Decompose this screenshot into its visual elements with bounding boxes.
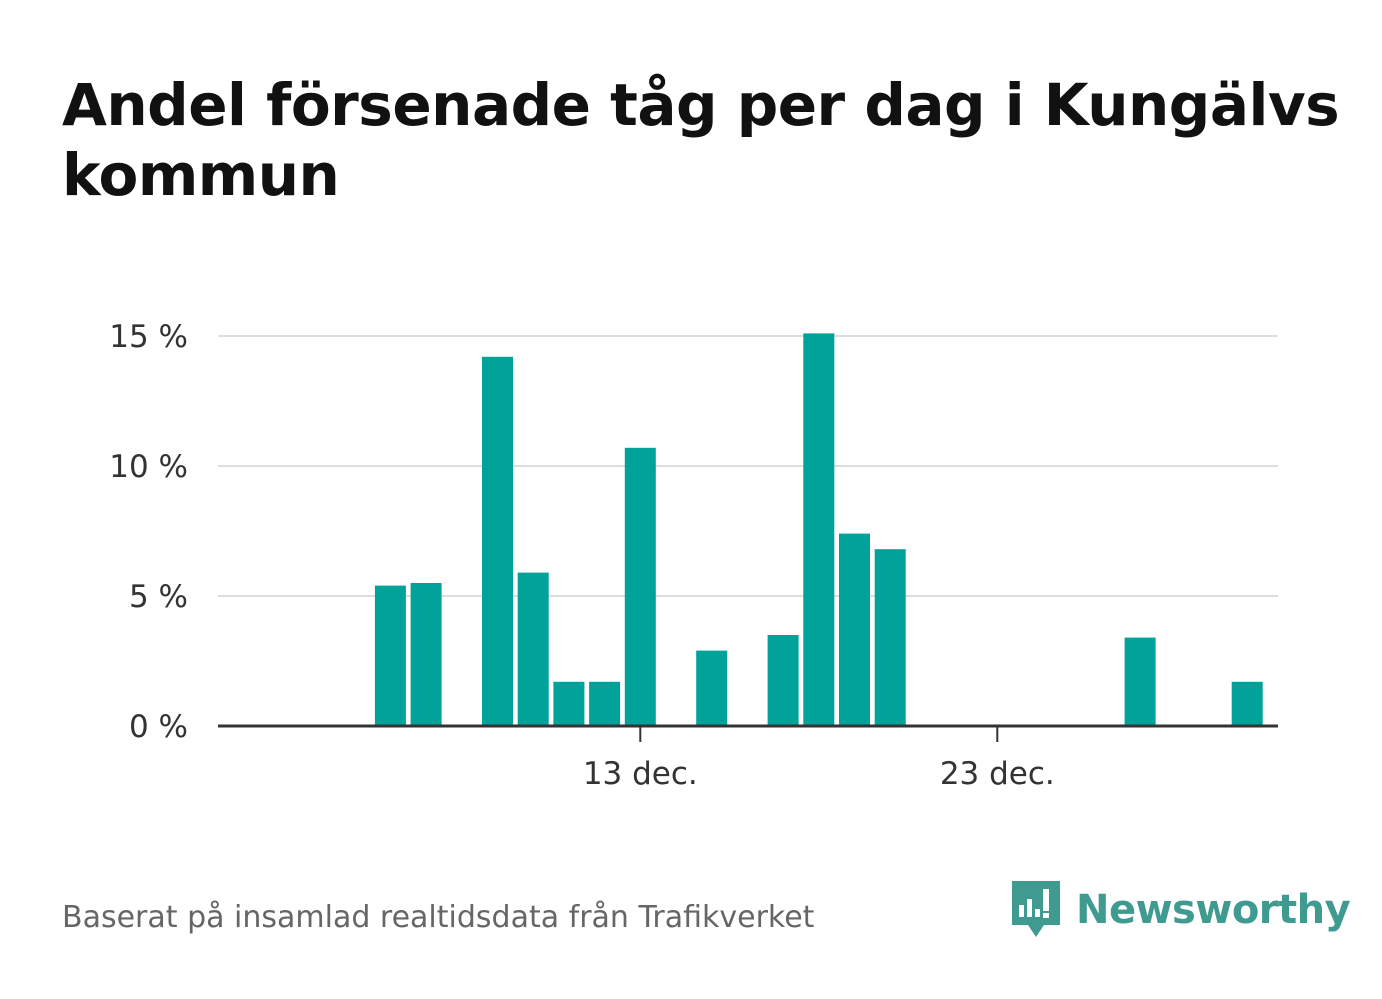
bar: [767, 635, 799, 726]
y-tick-label: 15 %: [109, 319, 188, 355]
y-axis: 0 % 5 % 10 % 15 %: [109, 319, 188, 745]
bar: [517, 572, 549, 726]
source-note: Baserat på insamlad realtidsdata från Tr…: [62, 900, 815, 935]
bar: [696, 650, 728, 726]
bar: [482, 356, 513, 726]
chart-title: Andel försenade tåg per dag i Kungälvs k…: [62, 71, 1340, 209]
y-tick-label: 5 %: [129, 579, 188, 615]
bars: [374, 333, 1263, 726]
bar: [553, 681, 585, 726]
x-axis: 13 dec. 23 dec.: [218, 724, 1278, 792]
bar: [1231, 681, 1263, 726]
newsworthy-logo-icon: [1012, 881, 1060, 937]
x-tick-label: 23 dec.: [940, 756, 1055, 792]
y-tick-label: 10 %: [109, 449, 188, 485]
bar: [624, 447, 656, 726]
bar: [1124, 637, 1156, 726]
bar: [589, 681, 621, 726]
y-tick-label: 0 %: [129, 709, 188, 745]
newsworthy-logo: Newsworthy: [1010, 878, 1351, 942]
bar: [839, 533, 870, 726]
bar: [803, 333, 835, 726]
bar: [374, 585, 406, 726]
grid-lines: [218, 335, 1278, 597]
bar: [410, 583, 442, 726]
brand-name: Newsworthy: [1076, 887, 1351, 933]
x-tick-label: 13 dec.: [583, 756, 698, 792]
bar: [874, 549, 906, 726]
